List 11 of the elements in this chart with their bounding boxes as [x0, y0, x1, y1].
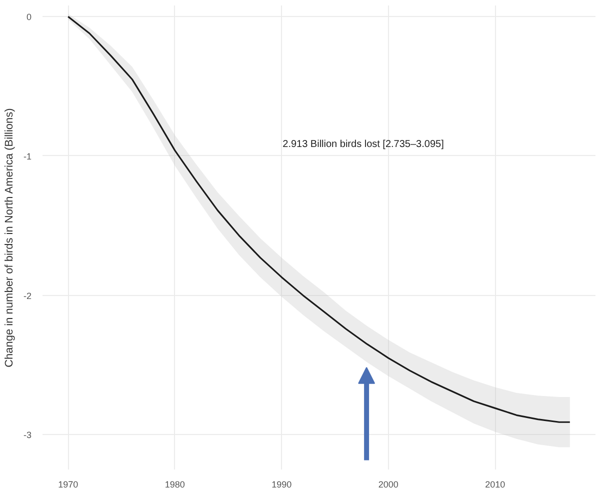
x-tick-label: 1970	[58, 480, 78, 490]
y-axis-title: Change in number of birds in North America (Billions)	[4, 108, 16, 368]
annotation: 2.913 Billion birds lost [2.735–3.095]	[282, 139, 444, 150]
y-tick-label: -1	[24, 151, 32, 162]
y-tick-label: -2	[24, 290, 32, 301]
x-tick-label: 2010	[485, 480, 506, 490]
x-tick-label: 1990	[272, 480, 292, 490]
y-tick-label: 0	[26, 12, 32, 22]
x-tick-label: 2000	[378, 480, 398, 490]
y-tick-label: -3	[24, 430, 32, 440]
x-tick-label: 1980	[164, 480, 185, 490]
